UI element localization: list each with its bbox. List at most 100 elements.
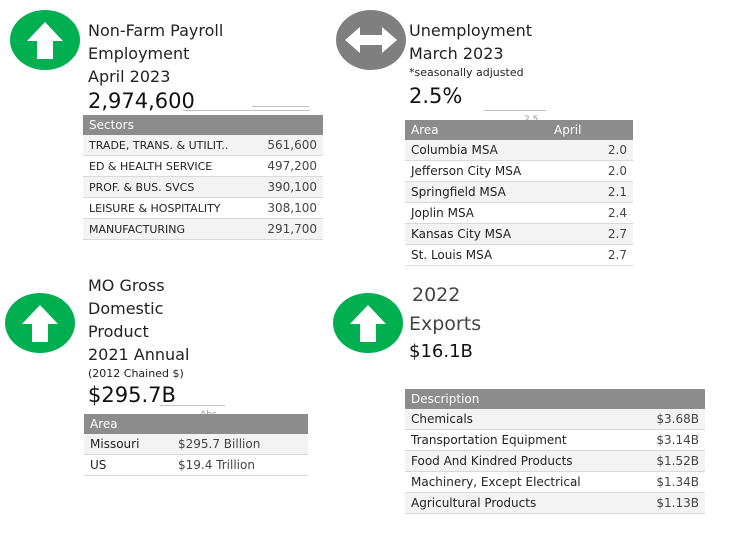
export-value: $3.14B — [656, 433, 699, 447]
left-right-arrow-icon — [336, 10, 406, 70]
table-header: Area — [84, 414, 308, 434]
gdp-table: Area Missouri $295.7 Billion US $19.4 Tr… — [84, 414, 308, 476]
table-header: Sectors — [83, 115, 323, 135]
sector-value: 308,100 — [267, 201, 317, 215]
exports-title: Exports — [409, 313, 482, 335]
payroll-value: 2,974,600 — [88, 89, 195, 113]
area-label: Jefferson City MSA — [411, 164, 522, 178]
exports-year: 2022 — [412, 284, 461, 306]
unemployment-table: Area April Columbia MSA 2.0 Jefferson Ci… — [405, 120, 633, 266]
area-label: US — [90, 458, 107, 472]
table-header: Area April — [405, 120, 633, 140]
header-area: Area — [411, 123, 439, 137]
gdp-title-line2: Domestic — [88, 299, 164, 318]
table-body: Chemicals $3.68B Transportation Equipmen… — [405, 409, 705, 514]
table-row: Chemicals $3.68B — [405, 409, 705, 430]
table-row: Kansas City MSA 2.7 — [405, 224, 633, 245]
export-label: Agricultural Products — [411, 496, 537, 510]
export-value: $1.34B — [656, 475, 699, 489]
exports-table: Description Chemicals $3.68B Transportat… — [405, 389, 705, 514]
sector-label: ED & HEALTH SERVICE — [89, 159, 213, 173]
table-header: Description — [405, 389, 705, 409]
export-value: $3.68B — [656, 412, 699, 426]
area-label: Columbia MSA — [411, 143, 498, 157]
area-value: 2.0 — [607, 143, 627, 157]
header-april: April — [554, 123, 582, 137]
area-value: 2.7 — [607, 227, 627, 241]
table-row: Springfield MSA 2.1 — [405, 182, 633, 203]
table-row: TRADE, TRANS. & UTILIT.. 561,600 — [83, 135, 323, 156]
exports-value: $16.1B — [409, 341, 473, 362]
payroll-divider — [183, 110, 310, 111]
unemployment-title-line2: March 2023 — [409, 44, 504, 63]
gdp-clipped-label: Abs — [200, 410, 217, 415]
gdp-title: MO Gross Domestic Product 2021 Annual — [88, 274, 189, 366]
payroll-divider-2 — [252, 106, 309, 107]
gdp-value: $295.7B — [88, 383, 176, 407]
unemployment-title-line1: Unemployment — [409, 21, 532, 40]
payroll-title-line2: Employment — [88, 44, 190, 63]
sector-value: 497,200 — [267, 159, 317, 173]
header-sectors: Sectors — [89, 118, 134, 132]
export-value: $1.52B — [656, 454, 699, 468]
gdp-title-line3: Product — [88, 322, 149, 341]
area-value: $295.7 Billion — [178, 437, 261, 451]
table-body: Columbia MSA 2.0 Jefferson City MSA 2.0 … — [405, 140, 633, 266]
table-row: US $19.4 Trillion — [84, 455, 308, 476]
up-arrow-icon — [333, 293, 403, 353]
sector-label: PROF. & BUS. SVCS — [89, 180, 195, 194]
sector-label: MANUFACTURING — [89, 222, 186, 236]
export-value: $1.13B — [656, 496, 699, 510]
table-row: PROF. & BUS. SVCS 390,100 — [83, 177, 323, 198]
sector-value: 291,700 — [267, 222, 317, 236]
table-row: ED & HEALTH SERVICE 497,200 — [83, 156, 323, 177]
area-label: St. Louis MSA — [411, 248, 493, 262]
area-value: 2.1 — [607, 185, 627, 199]
payroll-title-line1: Non-Farm Payroll — [88, 21, 224, 40]
export-label: Machinery, Except Electrical — [411, 475, 581, 489]
table-row: Joplin MSA 2.4 — [405, 203, 633, 224]
sector-label: TRADE, TRANS. & UTILIT.. — [89, 138, 229, 152]
up-arrow-icon — [10, 10, 80, 70]
area-value: 2.7 — [607, 248, 627, 262]
gdp-divider — [160, 405, 225, 406]
header-description: Description — [411, 392, 480, 406]
table-row: LEISURE & HOSPITALITY 308,100 — [83, 198, 323, 219]
payroll-title-line3: April 2023 — [88, 67, 171, 86]
unemployment-value: 2.5% — [409, 84, 463, 108]
unemployment-title: Unemployment March 2023 — [409, 19, 532, 65]
export-label: Transportation Equipment — [411, 433, 567, 447]
gdp-title-line1: MO Gross — [88, 276, 165, 295]
area-label: Joplin MSA — [411, 206, 474, 220]
table-row: Missouri $295.7 Billion — [84, 434, 308, 455]
export-label: Chemicals — [411, 412, 473, 426]
header-area: Area — [90, 417, 118, 431]
table-row: Jefferson City MSA 2.0 — [405, 161, 633, 182]
gdp-title-line4: 2021 Annual — [88, 345, 190, 364]
sector-value: 390,100 — [267, 180, 317, 194]
table-row: Columbia MSA 2.0 — [405, 140, 633, 161]
table-body: Missouri $295.7 Billion US $19.4 Trillio… — [84, 434, 308, 476]
export-label: Food And Kindred Products — [411, 454, 573, 468]
table-row: Agricultural Products $1.13B — [405, 493, 705, 514]
payroll-sectors-table: Sectors TRADE, TRANS. & UTILIT.. 561,600… — [83, 115, 323, 240]
area-value: $19.4 Trillion — [178, 458, 255, 472]
sector-label: LEISURE & HOSPITALITY — [89, 201, 221, 215]
unemployment-clipped-label: 2.5 — [524, 115, 539, 120]
table-row: Food And Kindred Products $1.52B — [405, 451, 705, 472]
seasonally-adjusted-note: *seasonally adjusted — [409, 66, 524, 79]
table-row: MANUFACTURING 291,700 — [83, 219, 323, 240]
table-row: Machinery, Except Electrical $1.34B — [405, 472, 705, 493]
chained-dollars-note: (2012 Chained $) — [88, 367, 184, 380]
area-value: 2.0 — [607, 164, 627, 178]
area-label: Missouri — [90, 437, 140, 451]
table-body: TRADE, TRANS. & UTILIT.. 561,600 ED & HE… — [83, 135, 323, 240]
unemployment-divider — [484, 110, 546, 111]
up-arrow-icon — [5, 293, 75, 353]
sector-value: 561,600 — [267, 138, 317, 152]
area-label: Kansas City MSA — [411, 227, 512, 241]
area-value: 2.4 — [607, 206, 627, 220]
table-row: St. Louis MSA 2.7 — [405, 245, 633, 266]
table-row: Transportation Equipment $3.14B — [405, 430, 705, 451]
area-label: Springfield MSA — [411, 185, 506, 199]
